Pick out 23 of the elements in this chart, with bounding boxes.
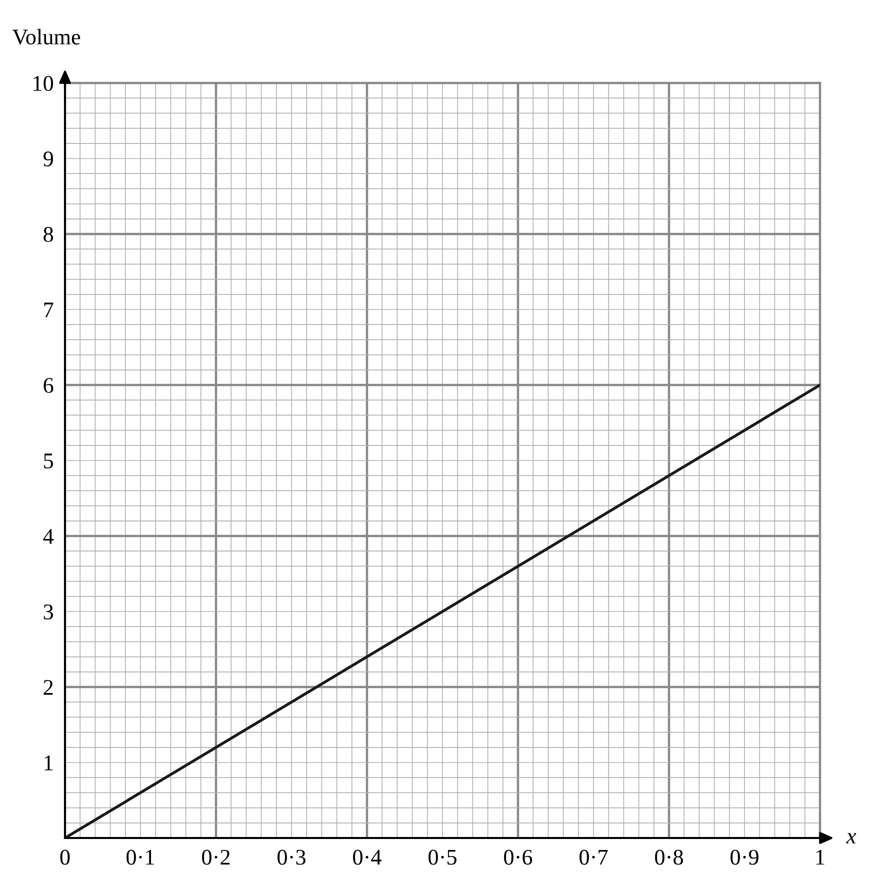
y-tick-label: 5 xyxy=(44,454,54,468)
x-tick-label: 0·2 xyxy=(202,850,230,865)
x-tick-label: 0·6 xyxy=(504,850,532,865)
y-tick-label: 1 xyxy=(44,756,53,770)
y-tick-label: 9 xyxy=(43,151,53,166)
y-tick-label: 7 xyxy=(44,302,54,318)
y-tick-label: 2 xyxy=(44,680,53,695)
y-axis-title: Volume xyxy=(12,28,80,45)
x-tick-label: 0·9 xyxy=(730,850,758,865)
x-tick-label: 0·4 xyxy=(353,850,382,865)
x-tick-label: 0·5 xyxy=(428,850,456,865)
x-tick-label: 0·3 xyxy=(278,850,306,865)
x-tick-label: 0·8 xyxy=(655,850,683,865)
y-tick-label: 6 xyxy=(44,378,54,393)
y-tick-label: 10 xyxy=(34,76,54,91)
y-tick-label: 3 xyxy=(44,604,54,620)
x-tick-label: 0·1 xyxy=(126,850,154,865)
y-tick-label: 4 xyxy=(43,529,54,544)
x-tick-label: 0·7 xyxy=(580,850,608,865)
x-tick-label: 1 xyxy=(816,850,824,865)
y-tick-label: 8 xyxy=(44,226,54,242)
x-axis-title: x xyxy=(846,833,856,844)
x-tick-label: 0 xyxy=(60,850,70,865)
